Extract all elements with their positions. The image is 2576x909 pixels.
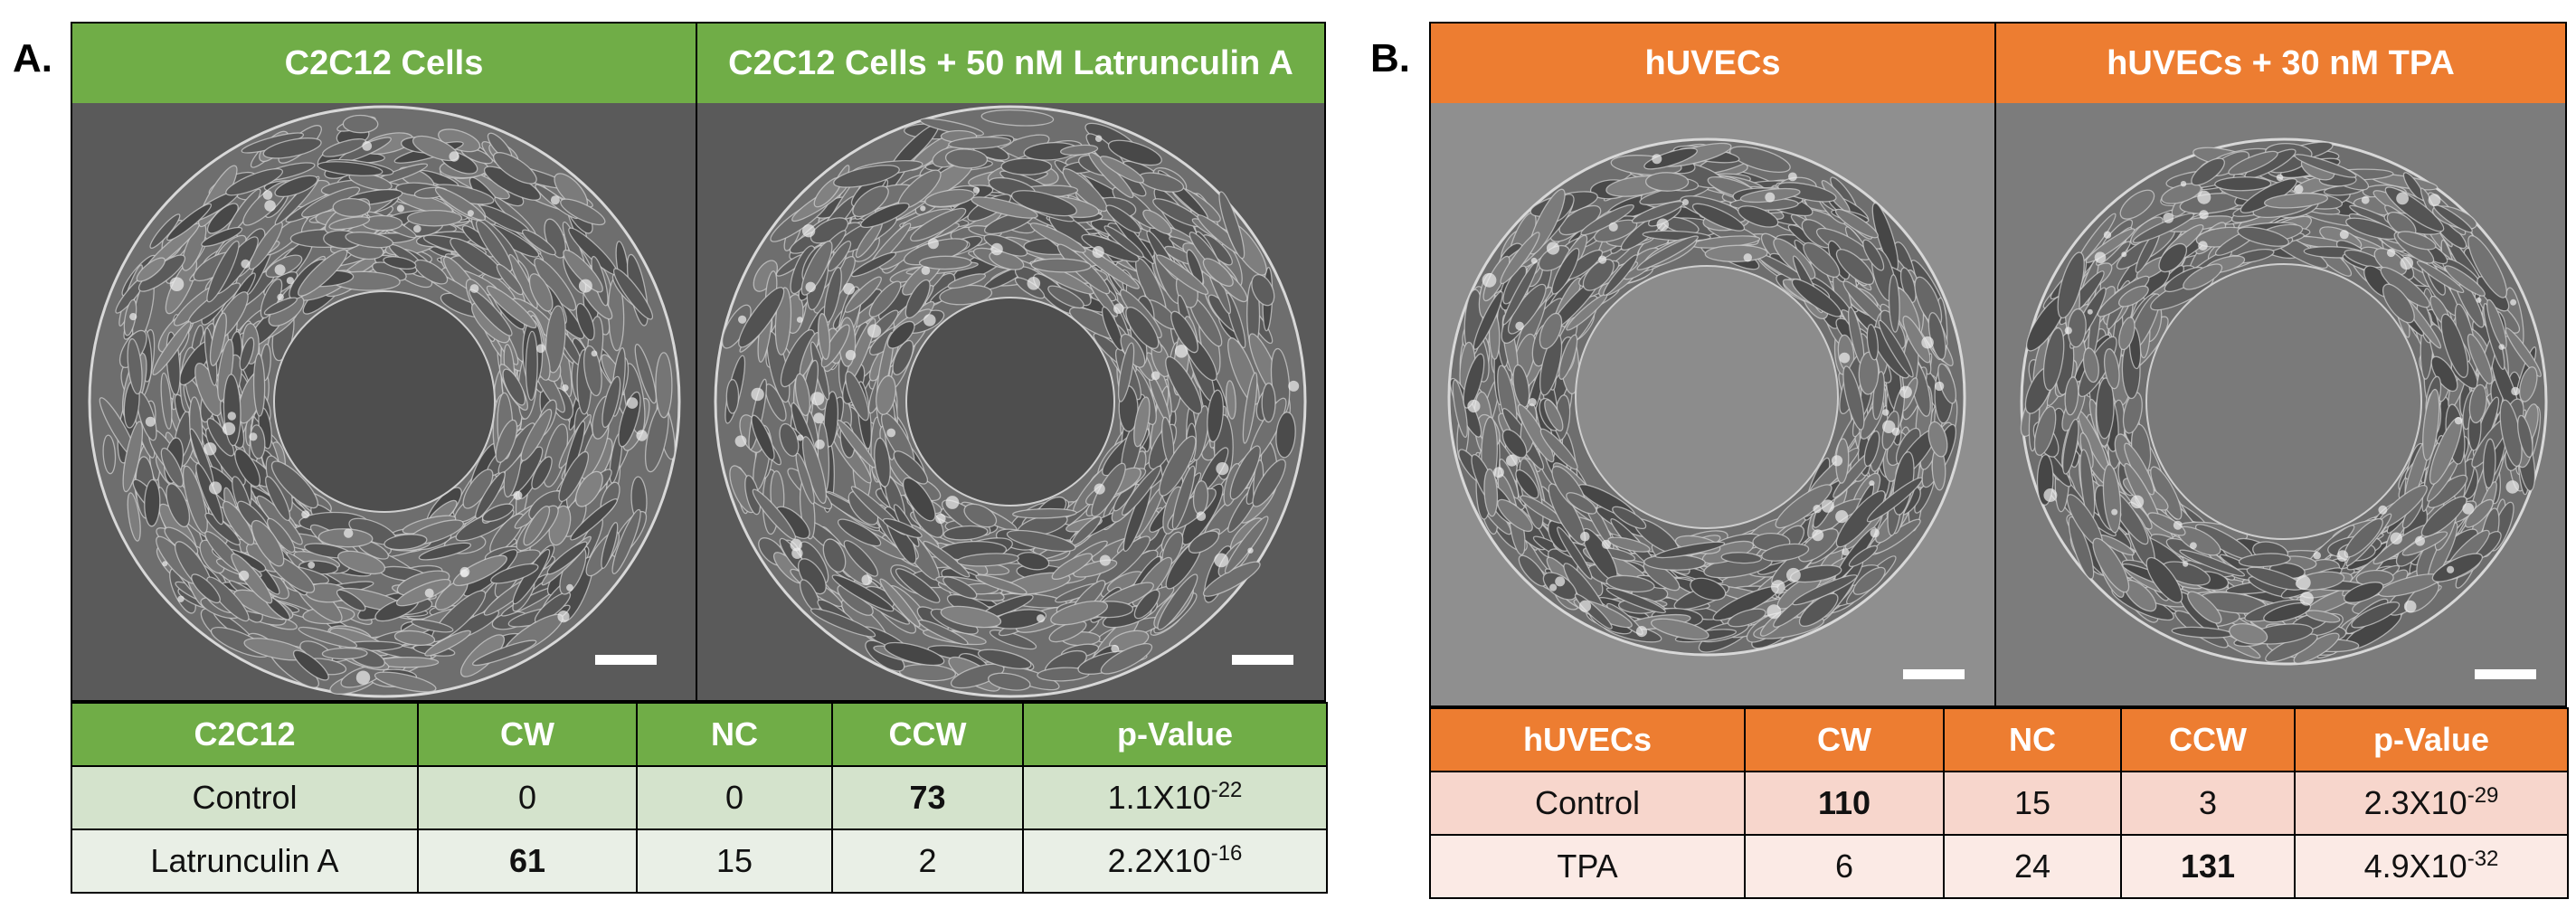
nc-value: 24 (1943, 834, 2122, 899)
ccw-value: 73 (831, 765, 1024, 830)
table-row: Latrunculin A 61 15 2 2.2X10-16 (71, 829, 1328, 894)
column-header: C2C12 (71, 702, 419, 767)
table-row: Control 110 15 3 2.3X10-29 (1429, 771, 2569, 836)
panel-b-label: B. (1370, 36, 1410, 80)
p-value: 2.3X10-29 (2294, 771, 2569, 836)
panel-b-header-row: hUVECs hUVECs + 30 nM TPA (1431, 24, 2565, 103)
panel-b-micrograph-control (1431, 103, 1996, 705)
cw-value: 6 (1744, 834, 1945, 899)
nc-value: 0 (636, 765, 833, 830)
column-header: CCW (2120, 707, 2296, 772)
panel-a-image-row (72, 103, 1324, 700)
panel-a-micrograph-treated (697, 103, 1324, 700)
row-label: Latrunculin A (71, 829, 419, 894)
cw-value: 61 (417, 829, 638, 894)
panel-b-micrograph-treated (1996, 103, 2565, 705)
cw-value: 0 (417, 765, 638, 830)
panel-b-figure: hUVECs hUVECs + 30 nM TPA (1429, 22, 2567, 707)
row-label: Control (1429, 771, 1746, 836)
p-value: 2.2X10-16 (1022, 829, 1328, 894)
column-header: CCW (831, 702, 1024, 767)
panel-b-header-control: hUVECs (1431, 24, 1996, 103)
panel-a-header-control: C2C12 Cells (72, 24, 697, 103)
scale-bar (1232, 655, 1293, 665)
table-row: Control 0 0 73 1.1X10-22 (71, 765, 1328, 830)
column-header: p-Value (2294, 707, 2569, 772)
column-header: hUVECs (1429, 707, 1746, 772)
nc-value: 15 (636, 829, 833, 894)
p-value: 4.9X10-32 (2294, 834, 2569, 899)
scale-bar (1903, 669, 1965, 679)
column-header: CW (417, 702, 638, 767)
column-header: NC (636, 702, 833, 767)
p-value: 1.1X10-22 (1022, 765, 1328, 830)
table-row: TPA 6 24 131 4.9X10-32 (1429, 834, 2569, 899)
panel-a-stats-table: C2C12 CW NC CCW p-Value Control 0 0 73 1… (71, 702, 1328, 894)
row-label: TPA (1429, 834, 1746, 899)
ccw-value: 131 (2120, 834, 2296, 899)
ccw-value: 2 (831, 829, 1024, 894)
panel-a-label: A. (13, 36, 52, 80)
panel-a-figure: C2C12 Cells C2C12 Cells + 50 nM Latruncu… (71, 22, 1326, 702)
cw-value: 110 (1744, 771, 1945, 836)
nc-value: 15 (1943, 771, 2122, 836)
panel-b-stats-table: hUVECs CW NC CCW p-Value Control 110 15 … (1429, 707, 2569, 899)
panel-a-header-row: C2C12 Cells C2C12 Cells + 50 nM Latruncu… (72, 24, 1324, 103)
ccw-value: 3 (2120, 771, 2296, 836)
column-header: NC (1943, 707, 2122, 772)
panel-b-image-row (1431, 103, 2565, 705)
panel-a-header-treated: C2C12 Cells + 50 nM Latrunculin A (697, 24, 1324, 103)
column-header: p-Value (1022, 702, 1328, 767)
table-header-row: C2C12 CW NC CCW p-Value (71, 702, 1328, 767)
panel-a-micrograph-control (72, 103, 697, 700)
row-label: Control (71, 765, 419, 830)
panel-b-header-treated: hUVECs + 30 nM TPA (1996, 24, 2565, 103)
scale-bar (2475, 669, 2536, 679)
table-header-row: hUVECs CW NC CCW p-Value (1429, 707, 2569, 772)
column-header: CW (1744, 707, 1945, 772)
scale-bar (595, 655, 657, 665)
